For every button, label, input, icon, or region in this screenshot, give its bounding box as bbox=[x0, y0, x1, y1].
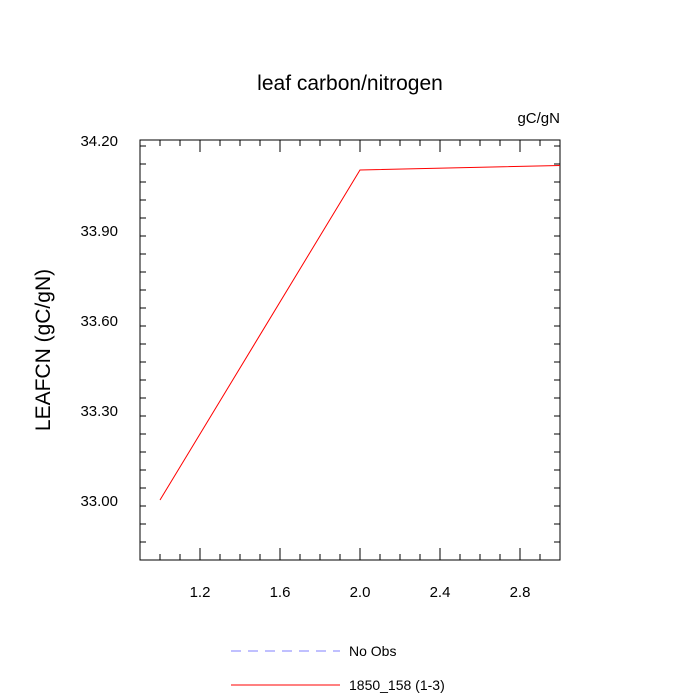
y-tick-label: 34.20 bbox=[80, 133, 118, 150]
legend: No Obs 1850_158 (1-3) bbox=[231, 643, 445, 693]
plot-frame bbox=[139, 139, 561, 561]
series-line bbox=[159, 165, 561, 501]
y-tick-label: 33.90 bbox=[80, 223, 118, 240]
legend-label: 1850_158 (1-3) bbox=[349, 677, 445, 693]
y-axis-label: LEAFCN (gC/gN) bbox=[32, 269, 55, 431]
units-label: gC/gN bbox=[517, 110, 560, 127]
x-tick-label: 1.2 bbox=[190, 584, 211, 601]
y-tick-label: 33.60 bbox=[80, 313, 118, 330]
legend-label: No Obs bbox=[349, 643, 396, 659]
x-tick-label: 2.8 bbox=[510, 584, 531, 601]
y-tick-label: 33.30 bbox=[80, 403, 118, 420]
y-tick-label: 33.00 bbox=[80, 493, 118, 510]
y-axis: 33.00 33.30 33.60 33.90 34.20 bbox=[80, 133, 560, 561]
x-tick-label: 1.6 bbox=[270, 584, 291, 601]
x-axis: 1.2 1.6 2.0 2.4 2.8 bbox=[139, 140, 561, 601]
series-layer bbox=[159, 165, 561, 501]
chart-title: leaf carbon/nitrogen bbox=[257, 72, 443, 95]
x-tick-label: 2.4 bbox=[430, 584, 451, 601]
x-tick-label: 2.0 bbox=[350, 584, 371, 601]
